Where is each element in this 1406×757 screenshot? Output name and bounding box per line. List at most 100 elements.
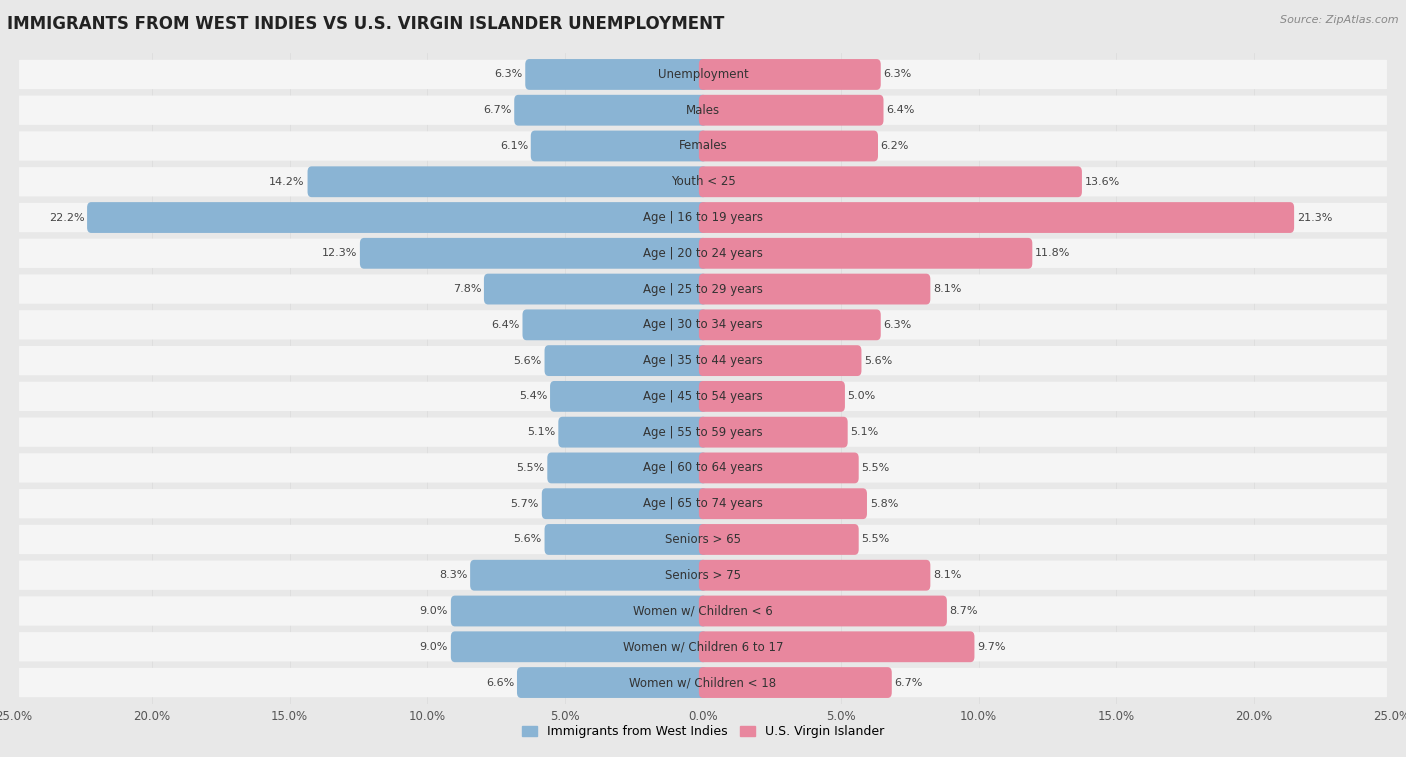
FancyBboxPatch shape: [517, 667, 707, 698]
Text: Age | 45 to 54 years: Age | 45 to 54 years: [643, 390, 763, 403]
FancyBboxPatch shape: [20, 131, 1386, 160]
Text: Age | 35 to 44 years: Age | 35 to 44 years: [643, 354, 763, 367]
FancyBboxPatch shape: [699, 95, 883, 126]
FancyBboxPatch shape: [20, 525, 1386, 554]
Text: Women w/ Children < 6: Women w/ Children < 6: [633, 605, 773, 618]
FancyBboxPatch shape: [699, 667, 891, 698]
Text: 6.2%: 6.2%: [880, 141, 910, 151]
Text: Age | 65 to 74 years: Age | 65 to 74 years: [643, 497, 763, 510]
Text: Youth < 25: Youth < 25: [671, 176, 735, 188]
Text: 5.4%: 5.4%: [519, 391, 547, 401]
FancyBboxPatch shape: [550, 381, 707, 412]
Text: Seniors > 75: Seniors > 75: [665, 569, 741, 581]
FancyBboxPatch shape: [699, 345, 862, 376]
FancyBboxPatch shape: [20, 668, 1386, 697]
FancyBboxPatch shape: [699, 202, 1294, 233]
Text: 5.5%: 5.5%: [862, 463, 890, 473]
Text: 6.6%: 6.6%: [486, 678, 515, 687]
FancyBboxPatch shape: [699, 488, 868, 519]
FancyBboxPatch shape: [308, 167, 707, 197]
Text: 6.4%: 6.4%: [886, 105, 915, 115]
Text: 5.7%: 5.7%: [510, 499, 538, 509]
Text: 8.1%: 8.1%: [934, 284, 962, 294]
Text: 11.8%: 11.8%: [1035, 248, 1070, 258]
Text: 6.7%: 6.7%: [894, 678, 922, 687]
FancyBboxPatch shape: [360, 238, 707, 269]
Text: 9.0%: 9.0%: [420, 606, 449, 616]
Text: 5.5%: 5.5%: [516, 463, 544, 473]
Text: 13.6%: 13.6%: [1084, 177, 1121, 187]
Text: 5.1%: 5.1%: [527, 427, 555, 437]
Text: 8.1%: 8.1%: [934, 570, 962, 580]
FancyBboxPatch shape: [451, 631, 707, 662]
FancyBboxPatch shape: [20, 238, 1386, 268]
FancyBboxPatch shape: [515, 95, 707, 126]
Text: Age | 55 to 59 years: Age | 55 to 59 years: [643, 425, 763, 438]
FancyBboxPatch shape: [699, 274, 931, 304]
FancyBboxPatch shape: [20, 95, 1386, 125]
Text: Males: Males: [686, 104, 720, 117]
FancyBboxPatch shape: [20, 453, 1386, 483]
Text: 22.2%: 22.2%: [49, 213, 84, 223]
FancyBboxPatch shape: [20, 632, 1386, 662]
Text: 14.2%: 14.2%: [270, 177, 305, 187]
FancyBboxPatch shape: [531, 131, 707, 161]
FancyBboxPatch shape: [20, 310, 1386, 339]
Text: 6.4%: 6.4%: [491, 320, 520, 330]
Text: 6.3%: 6.3%: [495, 70, 523, 79]
Text: 6.3%: 6.3%: [883, 70, 911, 79]
Text: 12.3%: 12.3%: [322, 248, 357, 258]
Text: Seniors > 65: Seniors > 65: [665, 533, 741, 546]
FancyBboxPatch shape: [699, 560, 931, 590]
Legend: Immigrants from West Indies, U.S. Virgin Islander: Immigrants from West Indies, U.S. Virgin…: [517, 721, 889, 743]
FancyBboxPatch shape: [699, 59, 880, 90]
Text: Females: Females: [679, 139, 727, 152]
FancyBboxPatch shape: [484, 274, 707, 304]
FancyBboxPatch shape: [20, 561, 1386, 590]
Text: Age | 25 to 29 years: Age | 25 to 29 years: [643, 282, 763, 295]
FancyBboxPatch shape: [699, 131, 877, 161]
Text: 9.7%: 9.7%: [977, 642, 1005, 652]
Text: Age | 30 to 34 years: Age | 30 to 34 years: [643, 319, 763, 332]
FancyBboxPatch shape: [20, 203, 1386, 232]
FancyBboxPatch shape: [20, 274, 1386, 304]
Text: 5.6%: 5.6%: [513, 356, 541, 366]
FancyBboxPatch shape: [523, 310, 707, 340]
FancyBboxPatch shape: [470, 560, 707, 590]
FancyBboxPatch shape: [547, 453, 707, 483]
Text: Age | 16 to 19 years: Age | 16 to 19 years: [643, 211, 763, 224]
Text: Women w/ Children < 18: Women w/ Children < 18: [630, 676, 776, 689]
FancyBboxPatch shape: [451, 596, 707, 626]
Text: 5.5%: 5.5%: [862, 534, 890, 544]
FancyBboxPatch shape: [20, 382, 1386, 411]
Text: 5.6%: 5.6%: [865, 356, 893, 366]
FancyBboxPatch shape: [541, 488, 707, 519]
FancyBboxPatch shape: [20, 489, 1386, 519]
FancyBboxPatch shape: [20, 418, 1386, 447]
FancyBboxPatch shape: [558, 417, 707, 447]
Text: Age | 60 to 64 years: Age | 60 to 64 years: [643, 462, 763, 475]
Text: 6.3%: 6.3%: [883, 320, 911, 330]
FancyBboxPatch shape: [699, 310, 880, 340]
Text: 6.7%: 6.7%: [484, 105, 512, 115]
Text: Unemployment: Unemployment: [658, 68, 748, 81]
FancyBboxPatch shape: [87, 202, 707, 233]
Text: 8.7%: 8.7%: [949, 606, 979, 616]
FancyBboxPatch shape: [699, 238, 1032, 269]
FancyBboxPatch shape: [20, 346, 1386, 375]
Text: Source: ZipAtlas.com: Source: ZipAtlas.com: [1281, 15, 1399, 25]
Text: 21.3%: 21.3%: [1296, 213, 1333, 223]
FancyBboxPatch shape: [699, 524, 859, 555]
Text: 8.3%: 8.3%: [439, 570, 467, 580]
Text: 5.0%: 5.0%: [848, 391, 876, 401]
FancyBboxPatch shape: [526, 59, 707, 90]
FancyBboxPatch shape: [699, 417, 848, 447]
FancyBboxPatch shape: [544, 524, 707, 555]
Text: IMMIGRANTS FROM WEST INDIES VS U.S. VIRGIN ISLANDER UNEMPLOYMENT: IMMIGRANTS FROM WEST INDIES VS U.S. VIRG…: [7, 15, 724, 33]
Text: 5.8%: 5.8%: [870, 499, 898, 509]
FancyBboxPatch shape: [699, 631, 974, 662]
FancyBboxPatch shape: [20, 167, 1386, 196]
FancyBboxPatch shape: [699, 381, 845, 412]
Text: 7.8%: 7.8%: [453, 284, 481, 294]
FancyBboxPatch shape: [699, 167, 1083, 197]
